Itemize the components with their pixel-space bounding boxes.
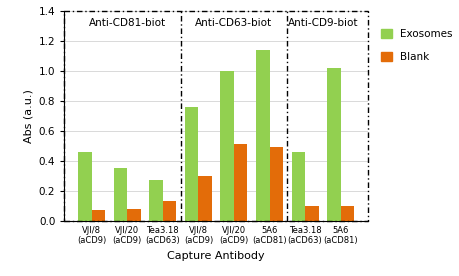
Bar bbox=[234, 144, 247, 221]
Bar bbox=[198, 176, 212, 221]
Bar bbox=[185, 107, 198, 221]
Bar bbox=[304, 206, 318, 221]
Bar bbox=[220, 71, 234, 221]
Legend: Exosomes, Blank: Exosomes, Blank bbox=[379, 27, 453, 64]
Bar bbox=[127, 209, 140, 221]
Bar bbox=[269, 147, 282, 221]
Bar bbox=[340, 206, 353, 221]
Text: Anti-CD63-biot: Anti-CD63-biot bbox=[195, 18, 272, 28]
Bar bbox=[326, 68, 340, 221]
Bar bbox=[91, 210, 105, 221]
X-axis label: Capture Antibody: Capture Antibody bbox=[167, 251, 264, 261]
Bar bbox=[149, 180, 162, 221]
Text: Anti-CD81-biot: Anti-CD81-biot bbox=[89, 18, 166, 28]
Y-axis label: Abs (a.u.): Abs (a.u.) bbox=[23, 89, 33, 143]
Bar bbox=[64, 11, 367, 221]
Bar bbox=[78, 152, 91, 221]
Bar bbox=[113, 168, 127, 221]
Bar bbox=[256, 50, 269, 221]
Bar bbox=[291, 152, 304, 221]
Text: Anti-CD9-biot: Anti-CD9-biot bbox=[287, 18, 358, 28]
Bar bbox=[162, 201, 176, 221]
